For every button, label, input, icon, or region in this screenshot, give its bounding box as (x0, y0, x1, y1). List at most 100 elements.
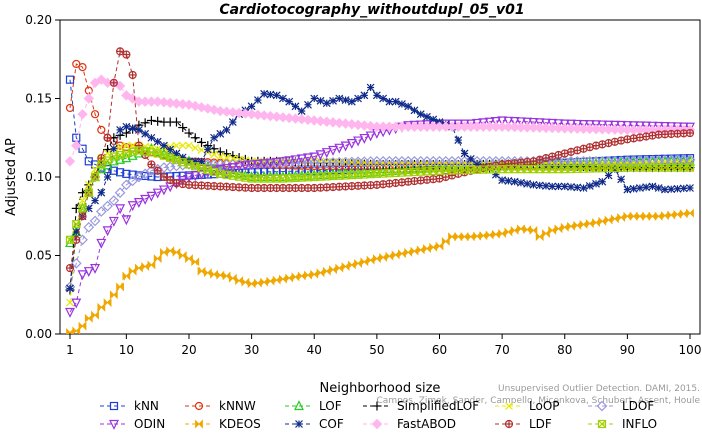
legend-label: INFLO (622, 417, 657, 431)
data-point (478, 118, 489, 129)
data-point (234, 162, 245, 173)
data-point (509, 117, 520, 127)
data-point (503, 116, 514, 127)
data-point (95, 206, 107, 217)
data-point (346, 138, 357, 149)
data-point (472, 118, 483, 129)
data-point (327, 117, 339, 128)
series-line (69, 86, 691, 289)
data-point (116, 282, 125, 292)
data-point (296, 114, 307, 125)
data-point (122, 122, 131, 131)
data-point (235, 276, 243, 286)
legend-item-loop: LoOP (495, 399, 560, 413)
data-point (91, 310, 99, 320)
legend-item-simplifiedlof: SimplifiedLOF (363, 399, 479, 413)
data-point (191, 143, 200, 152)
data-point (284, 156, 295, 167)
data-point (372, 91, 381, 100)
data-point (116, 47, 125, 56)
data-point (572, 119, 583, 130)
data-point (528, 117, 539, 128)
data-point (309, 115, 320, 126)
legend-label: COF (319, 417, 344, 431)
data-point (372, 180, 381, 189)
data-point (71, 140, 82, 151)
data-point (83, 221, 95, 233)
data-point (560, 149, 569, 158)
data-point (673, 184, 682, 193)
data-point (328, 145, 339, 156)
series-layer (64, 47, 696, 334)
data-point (653, 121, 664, 132)
data-point (172, 247, 181, 257)
data-point (353, 136, 364, 147)
data-point (365, 120, 376, 132)
legend-item-lof: LOF (285, 399, 342, 413)
data-point (171, 117, 181, 127)
data-point (429, 115, 438, 124)
x-tick-label: 40 (307, 343, 322, 357)
data-point (164, 97, 176, 109)
series-cof (66, 83, 694, 293)
data-point (591, 120, 602, 131)
data-point (559, 119, 570, 130)
data-point (116, 125, 125, 134)
data-point (65, 307, 75, 318)
data-point (623, 211, 632, 221)
data-point (140, 194, 151, 205)
data-point (592, 179, 600, 188)
data-point (90, 110, 100, 119)
x-tick-label: 80 (557, 343, 572, 357)
data-point (83, 93, 94, 104)
watermark-line-1: Unsupervised Outlier Detection. DAMI, 20… (498, 384, 700, 394)
data-point (628, 121, 639, 132)
data-point (166, 246, 175, 256)
data-point (134, 141, 143, 150)
data-point (416, 110, 425, 119)
legend-item-ldof: LDOF (588, 399, 654, 413)
data-point (352, 119, 364, 131)
data-point (96, 238, 107, 249)
data-point (215, 105, 226, 117)
legend-label: kNNW (219, 399, 256, 413)
data-point (303, 153, 313, 164)
legend-marker (194, 401, 204, 411)
data-point (515, 117, 526, 128)
x-axis-label: Neighborhood size (320, 381, 441, 396)
data-point (529, 225, 538, 235)
data-point (340, 118, 351, 129)
data-point (534, 118, 545, 129)
data-point (227, 107, 239, 118)
data-point (598, 177, 607, 186)
data-point (271, 111, 282, 122)
series-ldf (65, 47, 695, 273)
data-point (542, 181, 550, 190)
data-point (347, 97, 356, 106)
data-point (221, 106, 232, 117)
data-point (185, 141, 193, 150)
data-point (641, 121, 652, 132)
series-line (69, 212, 691, 333)
data-point (246, 108, 257, 120)
data-point (184, 172, 194, 183)
data-point (127, 175, 138, 187)
data-point (309, 152, 320, 163)
data-point (629, 184, 638, 193)
data-point (266, 90, 275, 99)
x-tick-label: 50 (369, 343, 384, 357)
data-point (121, 215, 132, 226)
data-point (584, 120, 595, 131)
data-point (359, 133, 370, 144)
data-point (554, 182, 563, 191)
data-point (310, 94, 319, 103)
data-point (616, 120, 627, 131)
data-point (304, 100, 312, 109)
data-point (247, 102, 256, 111)
legend-marker (109, 419, 119, 430)
data-point (354, 94, 363, 103)
data-point (517, 224, 525, 234)
legend-marker (294, 400, 304, 411)
data-point (203, 145, 212, 154)
